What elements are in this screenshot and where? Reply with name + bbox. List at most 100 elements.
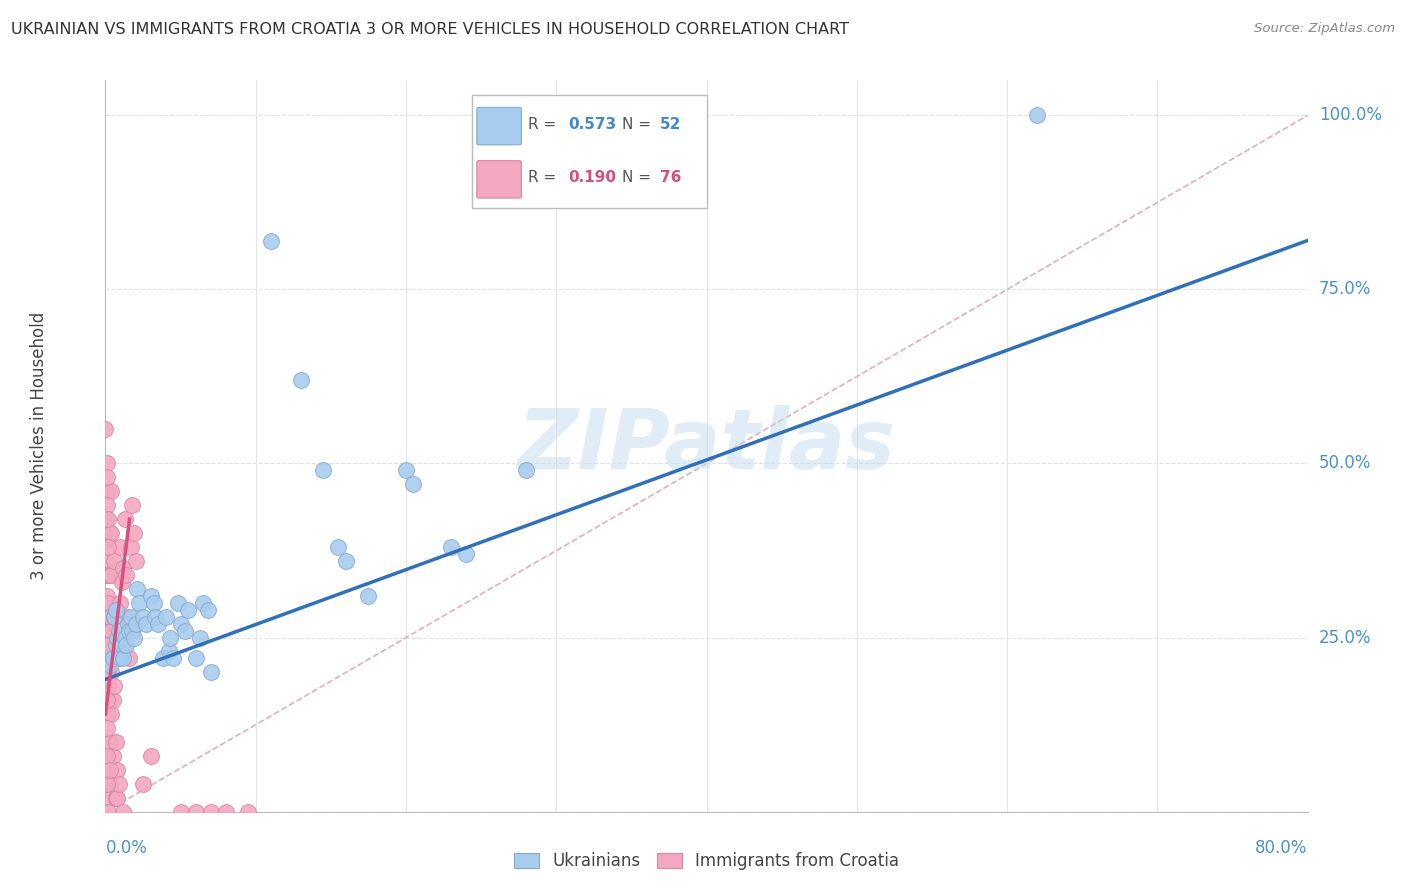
Point [108,777,131,791]
Point [104,603,127,617]
Text: 0.0%: 0.0% [105,839,148,857]
Point [159,631,181,645]
Point [96,567,118,582]
Point [120,609,142,624]
Point [98,567,121,582]
Point [120,540,142,554]
Point [197,603,219,617]
Point [184,805,207,819]
Point [1026,108,1049,122]
Text: ZIPatlas: ZIPatlas [517,406,896,486]
Point [98,658,121,673]
Point [97,567,120,582]
Point [97,790,120,805]
Point [100,624,122,638]
Point [104,638,127,652]
Point [152,651,174,665]
Point [166,596,188,610]
Point [96,457,118,471]
Point [97,512,120,526]
Point [96,616,118,631]
Point [101,651,124,665]
Point [100,665,122,680]
Point [103,609,125,624]
Point [96,512,118,526]
Point [100,707,122,722]
Point [110,540,132,554]
Point [162,651,184,665]
Point [98,735,121,749]
Point [104,735,127,749]
Point [115,567,138,582]
Point [125,582,148,596]
Point [184,651,207,665]
Point [132,609,155,624]
Point [114,631,136,645]
Text: Source: ZipAtlas.com: Source: ZipAtlas.com [1254,22,1395,36]
Point [117,616,139,631]
Point [146,616,169,631]
Point [177,603,200,617]
Point [328,540,350,554]
Point [97,651,120,665]
Point [402,477,425,491]
Point [96,721,118,735]
Point [454,547,477,561]
Point [260,234,283,248]
Legend: Ukrainians, Immigrants from Croatia: Ukrainians, Immigrants from Croatia [508,846,905,877]
Point [96,470,118,484]
Point [111,638,134,652]
Point [97,540,120,554]
Point [238,805,260,819]
Point [440,540,463,554]
Point [97,707,120,722]
Point [96,631,118,645]
Text: 50.0%: 50.0% [1319,454,1371,473]
Point [96,484,118,499]
Point [107,790,129,805]
Point [155,609,177,624]
Point [122,631,145,645]
Point [101,749,124,764]
Point [112,805,135,819]
Text: UKRAINIAN VS IMMIGRANTS FROM CROATIA 3 OR MORE VEHICLES IN HOUSEHOLD CORRELATION: UKRAINIAN VS IMMIGRANTS FROM CROATIA 3 O… [11,22,849,37]
Point [135,616,157,631]
Text: 3 or more Vehicles in Household: 3 or more Vehicles in Household [31,312,48,580]
Point [312,463,335,477]
Point [98,609,121,624]
Point [515,463,537,477]
Point [128,596,150,610]
Point [121,498,143,512]
Point [118,651,141,665]
Text: 100.0%: 100.0% [1319,106,1382,124]
Point [121,624,143,638]
Point [97,624,120,638]
Point [103,609,125,624]
Point [139,749,162,764]
Point [118,624,141,638]
Point [100,567,122,582]
Point [112,561,135,575]
Point [124,616,146,631]
Point [97,735,120,749]
Point [104,790,127,805]
Point [335,554,357,568]
Point [96,665,118,680]
Point [395,463,418,477]
Point [96,589,118,603]
Point [101,693,124,707]
Point [98,777,121,791]
Point [357,589,380,603]
Point [142,596,165,610]
Point [96,554,118,568]
Point [188,631,211,645]
Point [143,609,166,624]
Point [97,763,120,777]
Text: 80.0%: 80.0% [1256,839,1308,857]
Point [96,777,118,791]
Point [191,596,214,610]
Point [114,512,136,526]
Point [169,805,191,819]
Point [96,498,118,512]
Point [98,693,121,707]
